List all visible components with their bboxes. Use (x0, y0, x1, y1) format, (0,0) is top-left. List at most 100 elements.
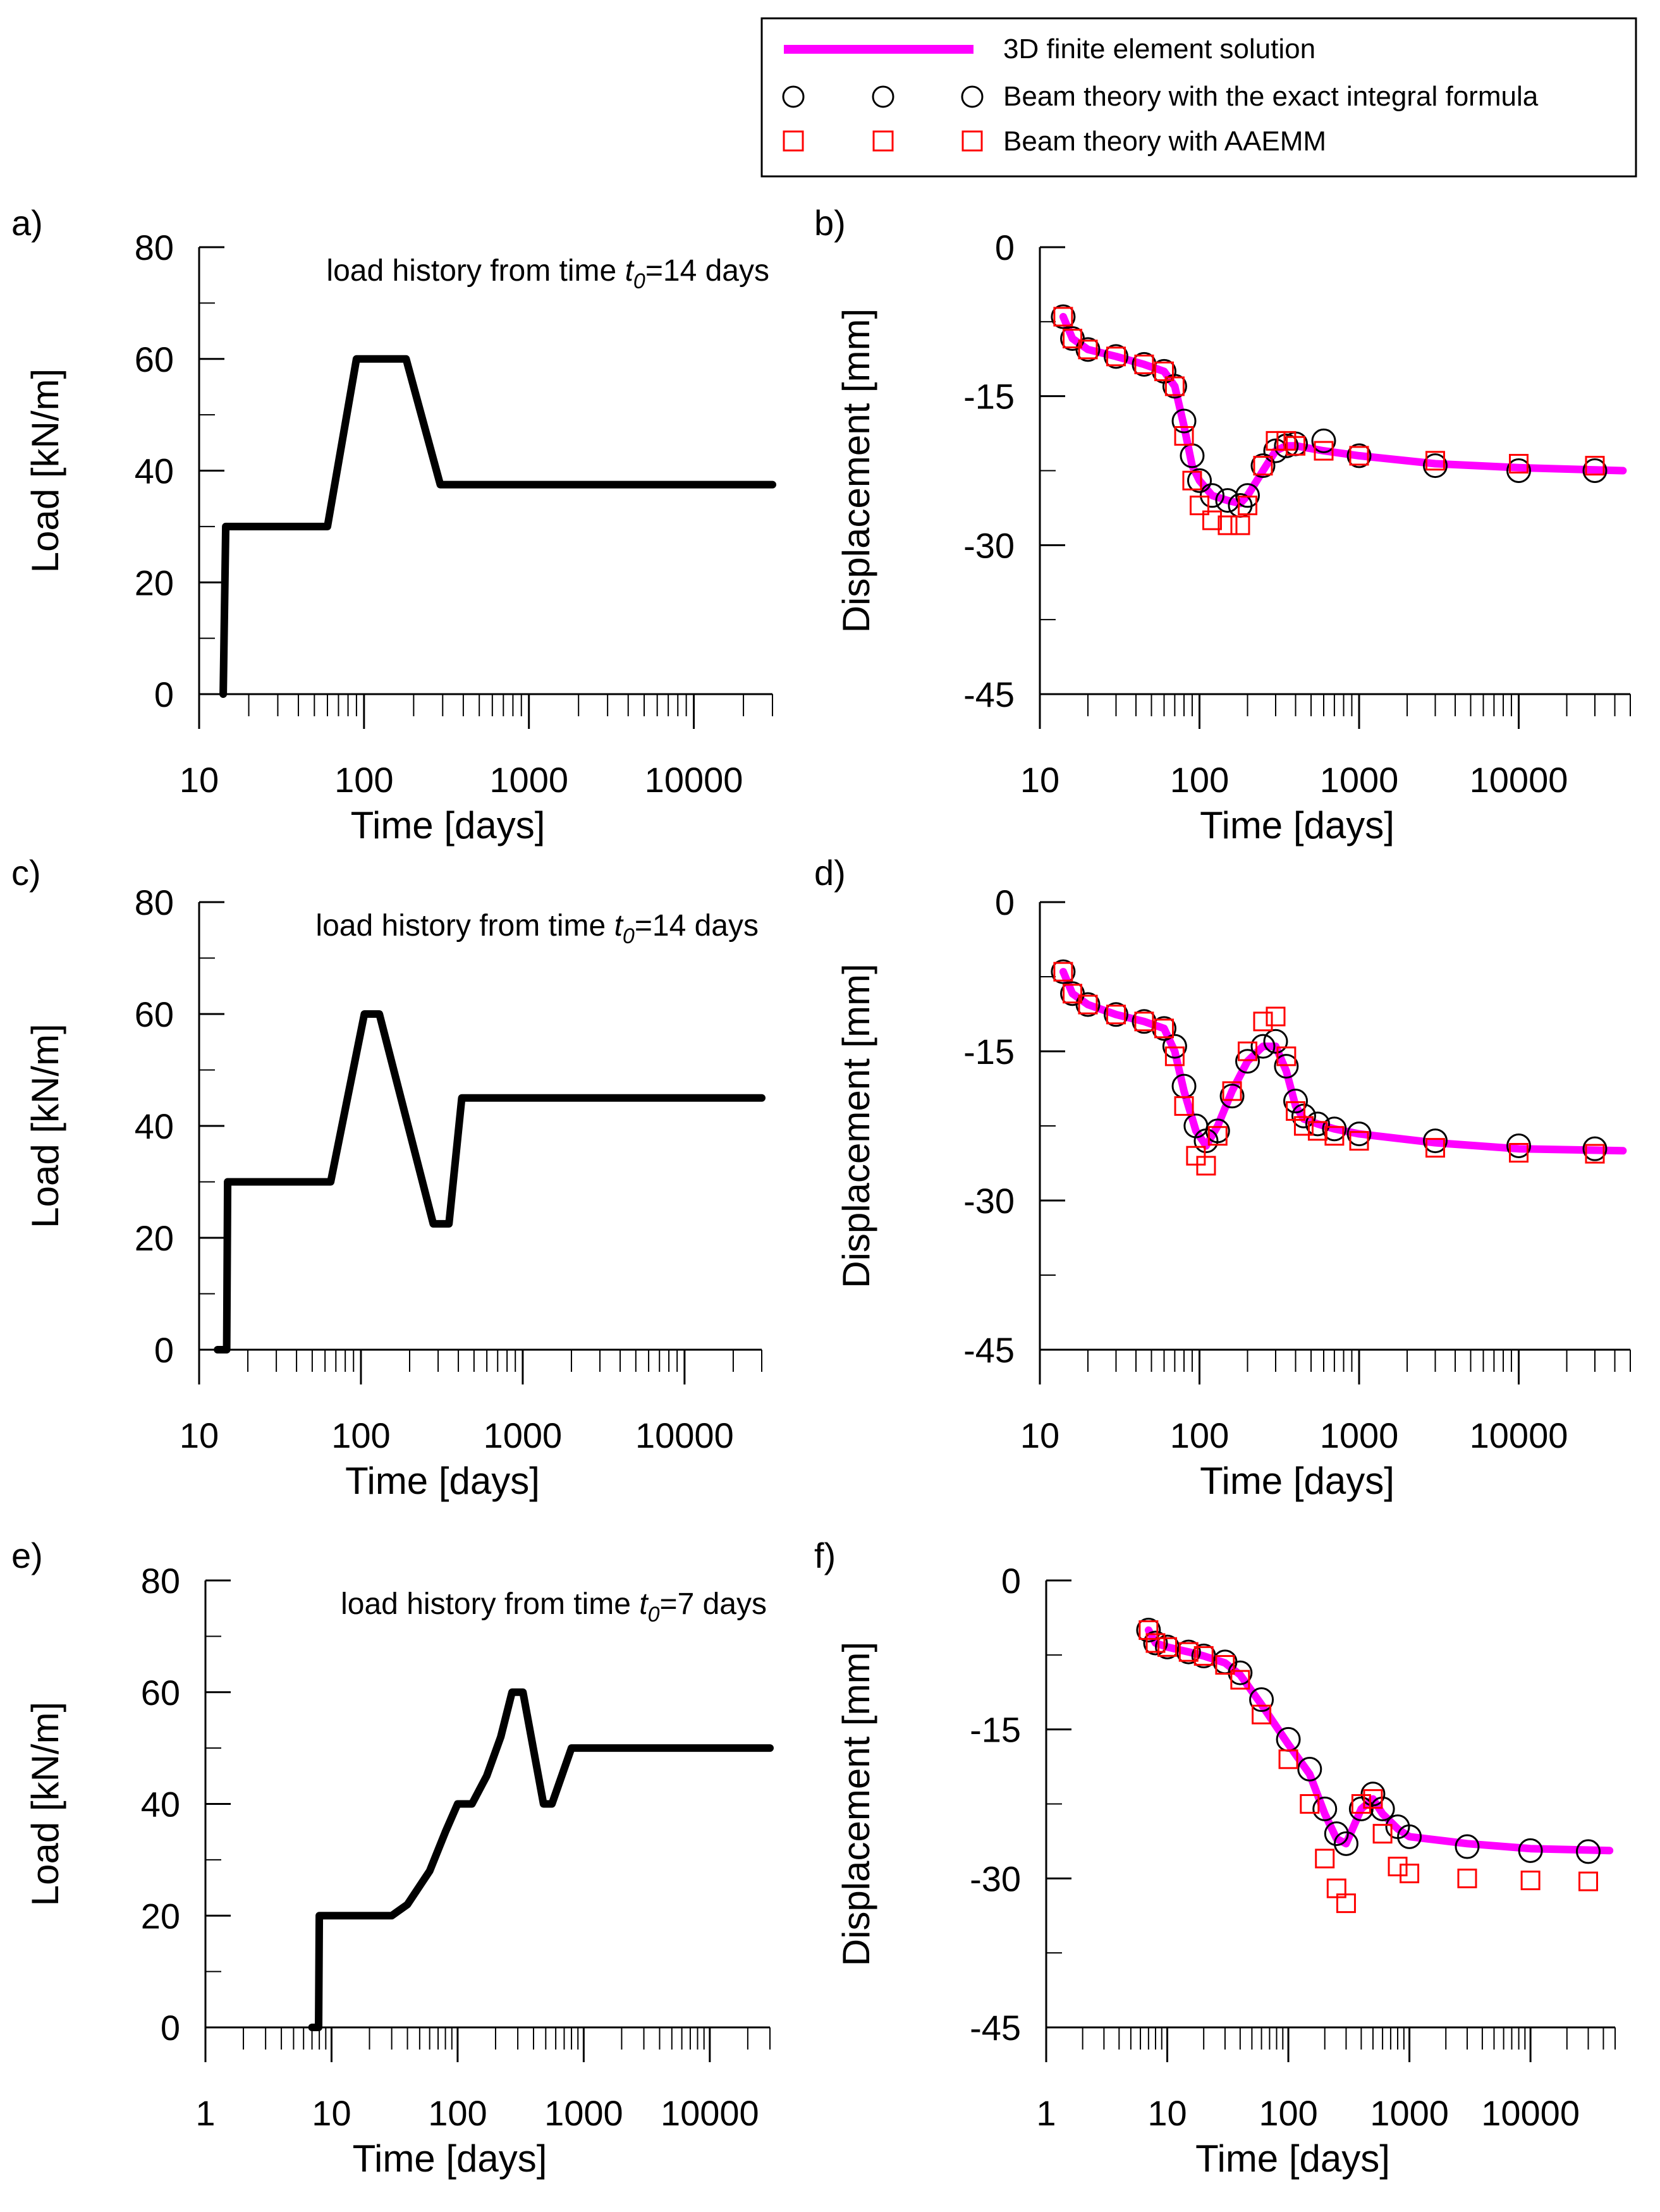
exact-formula-point (1051, 304, 1076, 329)
aaemm-point (1300, 1794, 1320, 1814)
load-line (214, 1010, 766, 1353)
aaemm-point (1106, 1005, 1126, 1025)
aaemm-point (1238, 495, 1258, 515)
exact-formula-point (1274, 1054, 1299, 1079)
x-tick-label: 1000 (489, 760, 568, 800)
exact-formula-point (1297, 1757, 1322, 1782)
aaemm-point (1154, 1018, 1174, 1039)
exact-formula-point (1187, 468, 1212, 493)
exact-formula-point (1506, 458, 1532, 483)
fe-solution-line (1144, 1626, 1614, 1855)
x-tick-label: 100 (331, 1415, 390, 1455)
aaemm-point (1425, 451, 1445, 471)
y-tick-label: -15 (963, 1032, 1015, 1072)
exact-formula-point (1582, 1136, 1608, 1161)
x-tick-label: 1 (195, 2093, 215, 2133)
load-line (219, 355, 776, 698)
aaemm-point (1278, 1749, 1298, 1769)
y-tick-label: 80 (141, 1561, 180, 1601)
aaemm-point (1520, 1870, 1541, 1890)
y-tick-label: 0 (995, 228, 1015, 267)
x-tick-label: 1000 (484, 1415, 563, 1455)
exact-formula-point (1250, 1034, 1276, 1059)
y-tick-label: 80 (135, 228, 174, 267)
aaemm-point (1509, 1142, 1529, 1163)
annotation-text: load history from time t0=7 days (341, 1587, 767, 1627)
aaemm-point (1186, 1146, 1206, 1166)
aaemm-point (1215, 1655, 1235, 1675)
aaemm-point (1252, 1704, 1272, 1725)
x-tick-label: 10000 (635, 1415, 734, 1455)
aaemm-point (1138, 1620, 1159, 1641)
legend-square-icon (783, 130, 804, 152)
aaemm-point (1053, 307, 1073, 327)
panel-label: a) (11, 203, 43, 243)
panel-d: 0 -15 -30 -45 10 100 1000 10000 Time [days] Displ… (814, 853, 1631, 1502)
aaemm-point (1293, 1116, 1314, 1136)
aaemm-point (1578, 1871, 1599, 1891)
aaemm-point (1238, 1041, 1258, 1061)
aaemm-point (1349, 446, 1369, 466)
annotation-text: load history from time t0=14 days (326, 254, 769, 293)
annotation-suffix: =14 days (645, 254, 769, 288)
exact-formula-point (1312, 1796, 1338, 1821)
x-tick-label: 1000 (1320, 1415, 1399, 1455)
aaemm-point (1286, 436, 1306, 456)
x-tick-label: 100 (1170, 760, 1229, 800)
exact-formula-point (1324, 1821, 1349, 1847)
x-tick-label: 100 (1170, 1415, 1229, 1455)
exact-formula-point (1051, 959, 1076, 984)
aaemm-point (1585, 1144, 1605, 1164)
exact-formula-point (1136, 1618, 1161, 1643)
aaemm-point (1266, 431, 1286, 451)
aaemm-point (1182, 470, 1202, 491)
x-tick-label: 10000 (661, 2093, 759, 2133)
aaemm-point (1230, 515, 1250, 535)
exact-formula-point (1250, 453, 1276, 479)
aaemm-point (1509, 454, 1529, 474)
x-tick-label: 10 (180, 1415, 219, 1455)
exact-formula-point (1283, 1089, 1309, 1114)
exact-formula-point (1249, 1687, 1274, 1713)
legend-circle-icons (782, 85, 984, 108)
x-tick-label: 10000 (1470, 1415, 1568, 1455)
x-tick-label: 10 (312, 2093, 351, 2133)
panel-label: b) (814, 203, 846, 243)
legend-label-exact: Beam theory with the exact integral form… (1003, 81, 1539, 112)
aaemm-point (1164, 1046, 1185, 1066)
aaemm-point (1164, 376, 1185, 396)
aaemm-point (1314, 441, 1334, 461)
x-axis-label: Time [days] (1200, 804, 1395, 846)
y-tick-label: 20 (135, 563, 174, 602)
exact-formula-point (1162, 374, 1187, 399)
aaemm-point (1063, 329, 1083, 349)
aaemm-point (1193, 1646, 1214, 1666)
exact-formula-point (1518, 1838, 1543, 1863)
aaemm-point (1400, 1863, 1420, 1883)
exact-formula-point (1506, 1133, 1532, 1158)
annotation-prefix: load history from time (315, 909, 614, 943)
exact-formula-point (1346, 1121, 1372, 1147)
legend-circle-icon (782, 85, 805, 108)
aaemm-point (1315, 1848, 1335, 1869)
aaemm-point (1349, 1131, 1369, 1151)
aaemm-point (1457, 1868, 1477, 1888)
panel-c: 0 20 40 60 80 10 100 1000 10000 Time [days] Load [… (11, 853, 766, 1502)
aaemm-point (1196, 1156, 1216, 1176)
fe-solution-line (1059, 968, 1627, 1155)
x-tick-label: 10 (180, 760, 219, 800)
y-axis-label: Load [kN/m] (24, 369, 66, 573)
y-tick-label: -30 (970, 1859, 1021, 1898)
exact-formula-point (1162, 1034, 1187, 1059)
exact-formula-point (1103, 344, 1128, 369)
annotation-sub: 0 (648, 1603, 660, 1627)
exact-formula-point (1143, 1630, 1168, 1656)
legend-frame (760, 17, 1637, 178)
x-tick-label: 10 (1020, 1415, 1059, 1455)
aaemm-point (1336, 1893, 1356, 1914)
exact-formula-point (1235, 1049, 1260, 1074)
exact-formula-point (1274, 433, 1299, 458)
y-tick-label: 40 (135, 451, 174, 491)
exact-formula-point (1311, 428, 1336, 453)
y-tick-label: -45 (963, 1330, 1015, 1370)
